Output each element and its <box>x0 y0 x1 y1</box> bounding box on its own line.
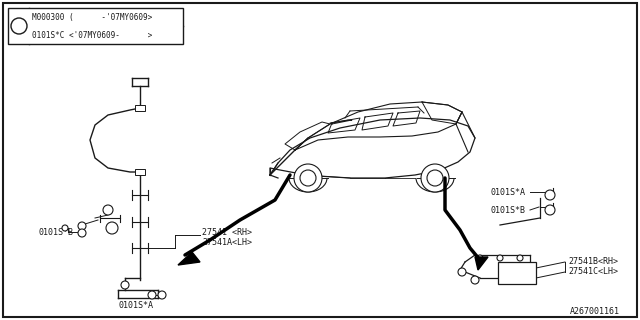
Circle shape <box>545 205 555 215</box>
Circle shape <box>78 222 86 230</box>
Text: A267001161: A267001161 <box>570 308 620 316</box>
Circle shape <box>477 255 483 261</box>
Circle shape <box>294 164 322 192</box>
Polygon shape <box>178 252 200 265</box>
Text: 0101S*B: 0101S*B <box>38 228 73 236</box>
Text: 0101S*B: 0101S*B <box>490 205 525 214</box>
Circle shape <box>300 170 316 186</box>
Circle shape <box>62 225 68 231</box>
Circle shape <box>148 291 156 299</box>
Circle shape <box>78 229 86 237</box>
Bar <box>498 262 536 284</box>
Text: 27541A<LH>: 27541A<LH> <box>202 237 252 246</box>
Text: 0101S*C <'07MY0609-      >: 0101S*C <'07MY0609- > <box>32 30 152 39</box>
Circle shape <box>158 291 166 299</box>
Bar <box>135 105 145 111</box>
Circle shape <box>497 255 503 261</box>
Polygon shape <box>475 257 488 270</box>
Circle shape <box>103 205 113 215</box>
Bar <box>135 169 145 175</box>
Circle shape <box>106 222 118 234</box>
Text: 27541C<LH>: 27541C<LH> <box>568 268 618 276</box>
Circle shape <box>121 281 129 289</box>
Text: 0101S*A: 0101S*A <box>490 188 525 196</box>
Circle shape <box>421 164 449 192</box>
Text: M000300 (      -'07MY0609>: M000300 ( -'07MY0609> <box>32 12 152 21</box>
Text: 1: 1 <box>110 225 114 231</box>
Text: 27541 <RH>: 27541 <RH> <box>202 228 252 236</box>
Circle shape <box>427 170 443 186</box>
Bar <box>8 8 183 44</box>
Text: 1: 1 <box>17 21 22 30</box>
Text: 27541B<RH>: 27541B<RH> <box>568 258 618 267</box>
Circle shape <box>471 276 479 284</box>
Circle shape <box>545 190 555 200</box>
Text: 0101S*A: 0101S*A <box>118 300 153 309</box>
Circle shape <box>458 268 466 276</box>
Circle shape <box>11 18 27 34</box>
Circle shape <box>517 255 523 261</box>
